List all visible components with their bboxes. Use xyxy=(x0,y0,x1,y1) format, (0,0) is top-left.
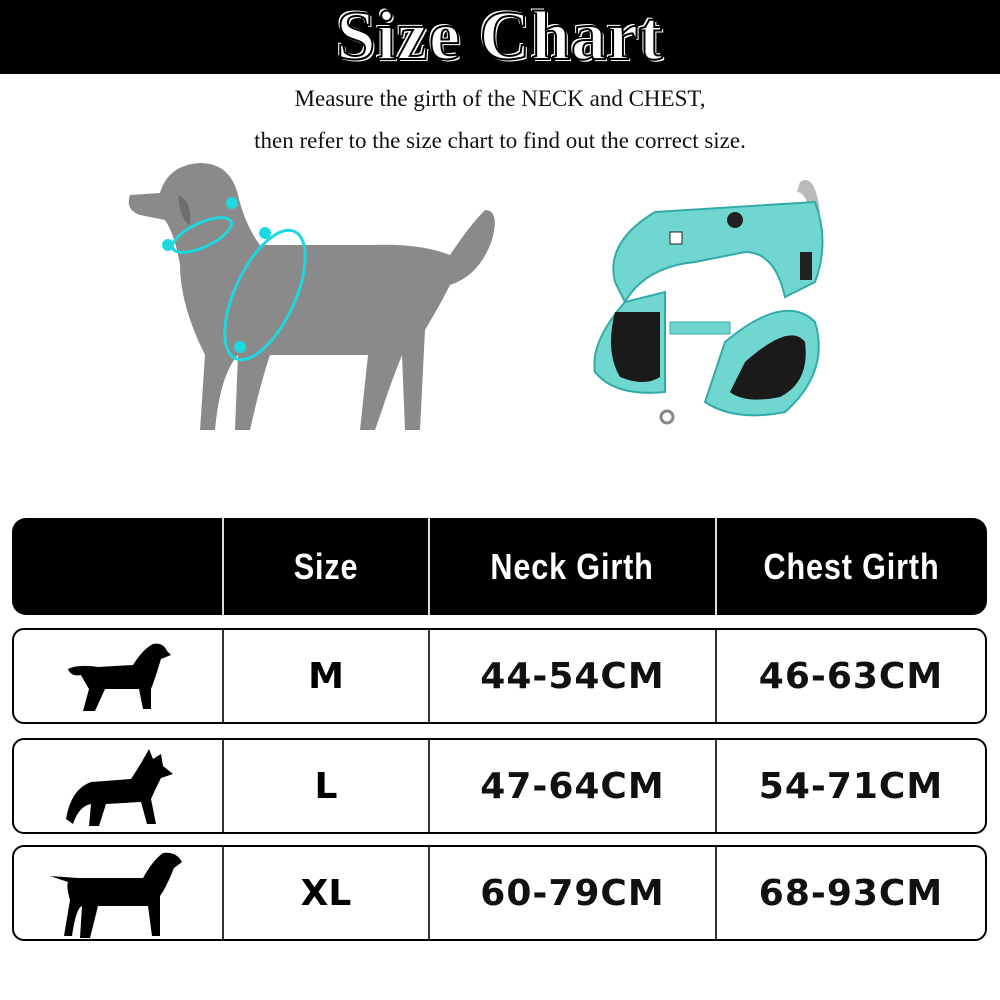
divider xyxy=(428,518,430,615)
chest-girth-value: 46-63CM xyxy=(758,655,944,697)
table-row: M 44-54CM 46-63CM xyxy=(12,628,987,724)
page-title: Size Chart xyxy=(336,0,664,75)
title-banner: Size Chart xyxy=(0,0,1000,75)
chest-girth-value: 54-71CM xyxy=(758,765,944,807)
neck-girth-value: 47-64CM xyxy=(480,765,665,807)
harness-product-image xyxy=(593,180,824,425)
chest-girth-value: 68-93CM xyxy=(758,872,944,914)
instruction-line-1: Measure the girth of the NECK and CHEST, xyxy=(294,86,706,111)
size-value: L xyxy=(314,765,338,807)
size-value: XL xyxy=(300,872,352,914)
size-value: M xyxy=(308,655,344,697)
table-header: Size Neck Girth Chest Girth xyxy=(12,518,987,615)
neck-girth-value: 60-79CM xyxy=(480,872,665,914)
medium-dog-icon xyxy=(68,643,171,711)
divider xyxy=(222,518,224,615)
large-dog-icon xyxy=(65,748,173,826)
dog-measurement-illustration xyxy=(128,163,495,430)
header-chest-girth: Chest Girth xyxy=(764,545,940,587)
table-row: XL 60-79CM 68-93CM xyxy=(12,845,987,941)
table-row: L 47-64CM 54-71CM xyxy=(12,738,987,834)
neck-girth-value: 44-54CM xyxy=(480,655,665,697)
header-neck-girth: Neck Girth xyxy=(490,545,655,587)
xl-dog-icon xyxy=(50,852,182,938)
divider xyxy=(715,518,717,615)
instruction-line-2: then refer to the size chart to find out… xyxy=(254,128,746,153)
header-size: Size xyxy=(293,545,359,587)
